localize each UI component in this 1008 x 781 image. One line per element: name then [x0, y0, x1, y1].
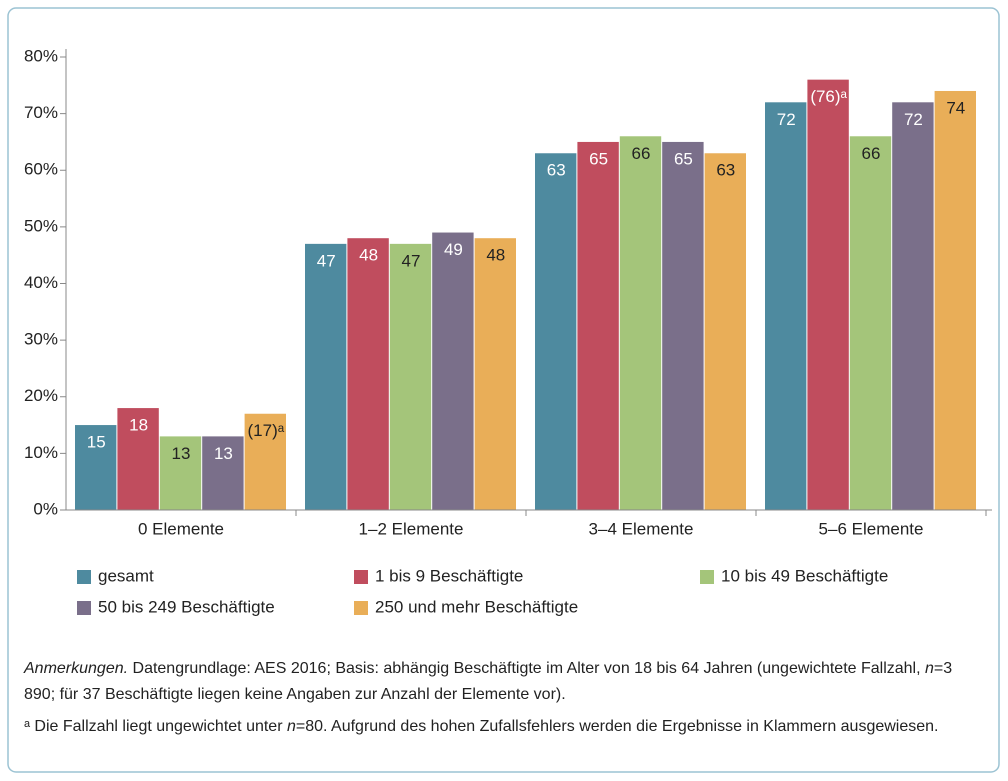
bar [849, 136, 892, 510]
data-label: 15 [87, 433, 106, 452]
data-label: 47 [402, 251, 421, 270]
x-tick-label: 1–2 Elemente [359, 519, 464, 538]
note: ᵃ Die Fallzahl liegt ungewichtet unter n… [24, 714, 984, 740]
y-tick-label: 50% [24, 216, 58, 235]
note-text: n [925, 660, 934, 677]
data-label: 13 [214, 444, 233, 463]
legend-label: 250 und mehr Beschäftigte [375, 597, 578, 616]
data-label: 72 [904, 110, 923, 129]
legend-swatch [700, 570, 714, 584]
y-tick-label: 20% [24, 386, 58, 405]
legend-swatch [77, 570, 91, 584]
note: Anmerkungen. Datengrundlage: AES 2016; B… [24, 656, 984, 708]
y-tick-label: 40% [24, 273, 58, 292]
x-tick-label: 3–4 Elemente [589, 519, 694, 538]
bar [807, 79, 849, 511]
bar [305, 243, 347, 511]
note-text: Datengrundlage: AES 2016; Basis: abhängi… [128, 660, 925, 677]
legend-label: gesamt [98, 566, 154, 585]
bar [389, 243, 432, 511]
legend-swatch [354, 601, 368, 615]
data-label: (17)ᵃ [248, 421, 285, 440]
bar [577, 141, 619, 510]
bar [535, 153, 577, 510]
bar [202, 436, 244, 510]
bar [619, 136, 662, 510]
bar [432, 232, 474, 510]
data-label: 65 [674, 149, 693, 168]
note-text: n [286, 718, 296, 735]
note-text: Anmerkungen. [24, 660, 129, 677]
legend-swatch [77, 601, 91, 615]
bar [892, 102, 934, 511]
bar [474, 238, 516, 510]
data-label: 66 [862, 144, 881, 163]
data-label: 18 [129, 416, 148, 435]
bar [934, 90, 976, 510]
legend-swatch [354, 570, 368, 584]
y-tick-label: 60% [24, 160, 58, 179]
bar [75, 425, 117, 510]
data-label: 63 [547, 161, 566, 180]
bar [662, 141, 704, 510]
bar [704, 153, 746, 510]
data-label: 13 [172, 444, 191, 463]
legend-label: 10 bis 49 Beschäftigte [721, 566, 888, 585]
data-label: 74 [946, 98, 965, 117]
y-tick-label: 10% [24, 443, 58, 462]
data-label: 48 [359, 246, 378, 265]
legend-label: 1 bis 9 Beschäftigte [375, 566, 523, 585]
x-tick-label: 0 Elemente [138, 519, 224, 538]
y-tick-label: 70% [24, 103, 58, 122]
data-label: 47 [317, 251, 336, 270]
y-tick-label: 80% [24, 46, 58, 65]
bar [117, 408, 159, 510]
bar [244, 413, 286, 510]
data-label: (76)ᵃ [810, 87, 847, 106]
bar [765, 102, 807, 511]
note-text: =80. Aufgrund des hohen Zufallsfehlers w… [295, 718, 939, 735]
x-tick-label: 5–6 Elemente [819, 519, 924, 538]
y-tick-label: 30% [24, 330, 58, 349]
data-label: 48 [486, 246, 505, 265]
data-label: 49 [444, 240, 463, 259]
data-label: 66 [632, 144, 651, 163]
data-label: 65 [589, 149, 608, 168]
data-label: 63 [716, 161, 735, 180]
notes: Anmerkungen. Datengrundlage: AES 2016; B… [24, 656, 984, 746]
y-tick-label: 0% [33, 499, 58, 518]
data-label: 72 [777, 110, 796, 129]
bar [159, 436, 202, 510]
note-text: =3 890; für 37 Beschäftigte liegen keine… [24, 660, 953, 703]
bar [347, 238, 389, 510]
frame [7, 7, 1000, 773]
note-text: ᵃ Die Fallzahl liegt ungewichtet unter [24, 718, 287, 735]
legend-label: 50 bis 249 Beschäftigte [98, 597, 275, 616]
